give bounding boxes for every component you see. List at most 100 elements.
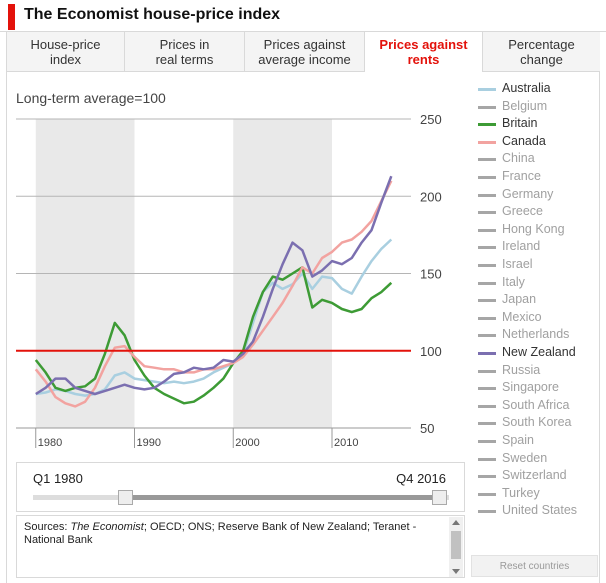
legend-swatch xyxy=(478,246,496,250)
y-tick-label: 50 xyxy=(420,421,434,436)
x-tick-label: 1990 xyxy=(137,437,161,449)
legend-swatch xyxy=(478,228,496,232)
legend-swatch xyxy=(478,123,496,127)
legend-swatch xyxy=(478,140,496,144)
legend-item-mexico[interactable]: Mexico xyxy=(478,309,600,326)
sources-text: Sources: The Economist; OECD; ONS; Reser… xyxy=(24,521,444,547)
legend-label: Turkey xyxy=(502,485,540,500)
legend-swatch xyxy=(478,422,496,426)
legend-swatch xyxy=(478,88,496,91)
legend-item-france[interactable]: France xyxy=(478,168,600,185)
y-tick-label: 250 xyxy=(420,112,442,127)
legend-label: Australia xyxy=(502,81,551,95)
legend-item-south-korea[interactable]: South Korea xyxy=(478,414,600,431)
legend-label: Singapore xyxy=(502,380,559,395)
legend-item-spain[interactable]: Spain xyxy=(478,432,600,449)
legend-item-germany[interactable]: Germany xyxy=(478,186,600,203)
legend-item-hong-kong[interactable]: Hong Kong xyxy=(478,221,600,238)
tab-prices-against-average-income[interactable]: Prices against average income xyxy=(245,32,365,71)
legend-swatch xyxy=(478,457,496,461)
sources-publication: The Economist xyxy=(70,521,144,533)
legend-item-japan[interactable]: Japan xyxy=(478,291,600,308)
legend-item-united-states[interactable]: United States xyxy=(478,502,600,519)
legend-label: United States xyxy=(502,503,578,518)
legend-swatch xyxy=(478,158,496,162)
legend-label: Netherlands xyxy=(502,327,570,342)
legend-label: Sweden xyxy=(502,450,548,465)
scroll-thumb[interactable] xyxy=(451,531,461,559)
legend-label: Japan xyxy=(502,292,537,307)
legend-swatch xyxy=(478,176,496,179)
y-tick-label: 100 xyxy=(420,344,442,359)
legend-swatch xyxy=(478,316,496,320)
legend-item-south-africa[interactable]: South Africa xyxy=(478,397,600,414)
legend-item-turkey[interactable]: Turkey xyxy=(478,485,600,502)
tab-prices-in-real-terms[interactable]: Prices in real terms xyxy=(125,32,245,71)
slider-start-label: Q1 1980 xyxy=(33,471,83,486)
tab-percentage-change[interactable]: Percentage change xyxy=(483,32,600,71)
series-line-canada xyxy=(34,180,393,408)
sources-list: ; OECD; ONS; Reserve Bank of New Zealand… xyxy=(24,521,417,546)
legend-swatch xyxy=(478,299,496,303)
sources-scrollbar[interactable] xyxy=(449,517,463,577)
scroll-down-arrow-icon[interactable] xyxy=(452,569,460,574)
legend-swatch xyxy=(478,193,496,197)
legend-item-russia[interactable]: Russia xyxy=(478,362,600,379)
legend-item-china[interactable]: China xyxy=(478,150,600,167)
x-tick-label: 2010 xyxy=(334,437,358,449)
chart-panel xyxy=(6,72,600,583)
legend-label: Ireland xyxy=(502,239,541,254)
legend-swatch xyxy=(478,440,496,443)
header: The Economist house-price index xyxy=(0,0,606,32)
legend-item-greece[interactable]: Greece xyxy=(478,203,600,220)
legend-swatch xyxy=(478,334,496,338)
series-line-new-zealand xyxy=(35,175,393,396)
legend-label: France xyxy=(502,169,541,183)
legend-item-sweden[interactable]: Sweden xyxy=(478,450,600,467)
legend-item-belgium[interactable]: Belgium xyxy=(478,98,600,115)
legend-item-israel[interactable]: Israel xyxy=(478,256,600,273)
legend-item-italy[interactable]: Italy xyxy=(478,274,600,291)
legend-label: Britain xyxy=(502,116,538,131)
sources-panel: Sources: The Economist; OECD; ONS; Reser… xyxy=(16,515,465,578)
series-line-britain xyxy=(34,266,393,405)
legend-swatch xyxy=(478,387,496,391)
x-tick-label: 2000 xyxy=(235,437,259,449)
scroll-up-arrow-icon[interactable] xyxy=(452,520,460,525)
legend-label: Greece xyxy=(502,204,543,219)
date-range-slider: Q1 1980 Q4 2016 xyxy=(16,462,465,512)
y-tick-label: 200 xyxy=(420,189,442,204)
legend-item-netherlands[interactable]: Netherlands xyxy=(478,326,600,343)
chart-note: Long-term average=100 xyxy=(16,90,166,106)
legend-label: Italy xyxy=(502,274,525,289)
legend-swatch xyxy=(478,492,496,496)
legend-label: Hong Kong xyxy=(502,221,565,236)
x-tick-label: 1980 xyxy=(38,437,62,449)
legend-item-switzerland[interactable]: Switzerland xyxy=(478,467,600,484)
legend-label: Canada xyxy=(502,133,546,148)
legend-item-new-zealand[interactable]: New Zealand xyxy=(478,344,600,361)
legend-label: New Zealand xyxy=(502,345,576,359)
legend-swatch xyxy=(478,369,496,373)
legend-item-ireland[interactable]: Ireland xyxy=(478,238,600,255)
sources-prefix: Sources: xyxy=(24,521,71,533)
legend-swatch xyxy=(478,211,496,215)
tab-prices-against-rents[interactable]: Prices against rents xyxy=(365,32,483,72)
slider-handle-end[interactable] xyxy=(432,490,447,505)
legend-item-australia[interactable]: Australia xyxy=(478,80,600,97)
legend-swatch xyxy=(478,281,496,285)
tab-bar: House-price index Prices in real terms P… xyxy=(6,32,600,72)
legend-item-britain[interactable]: Britain xyxy=(478,115,600,132)
legend-item-canada[interactable]: Canada xyxy=(478,133,600,150)
slider-handle-start[interactable] xyxy=(118,490,133,505)
legend-item-singapore[interactable]: Singapore xyxy=(478,379,600,396)
legend-label: South Korea xyxy=(502,415,572,430)
legend-label: Russia xyxy=(502,362,541,377)
legend-label: Israel xyxy=(502,257,533,271)
y-tick-label: 150 xyxy=(420,267,442,282)
reset-countries-button[interactable]: Reset countries xyxy=(471,555,598,577)
tab-house-price-index[interactable]: House-price index xyxy=(7,32,125,71)
legend-label: Germany xyxy=(502,186,554,201)
